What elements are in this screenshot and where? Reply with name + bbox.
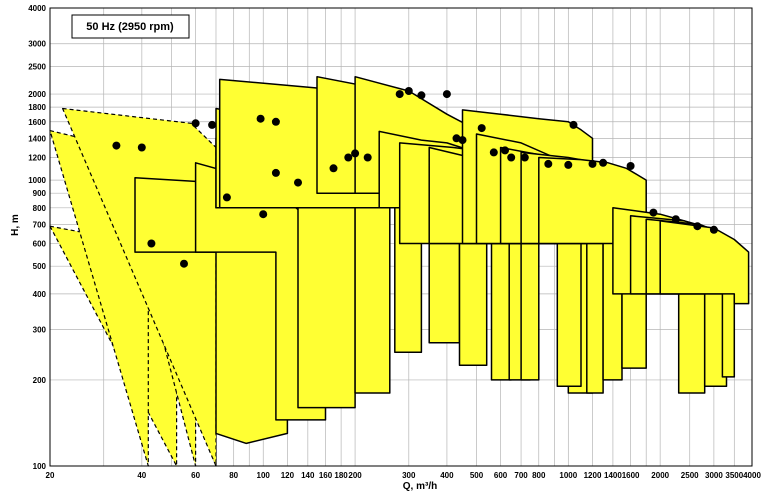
x-tick-label: 800 bbox=[532, 471, 546, 480]
title-box bbox=[71, 14, 190, 39]
marker-point-2 bbox=[180, 259, 188, 268]
marker-point-1 bbox=[147, 239, 156, 248]
y-tick-label: 3000 bbox=[28, 40, 46, 49]
y-tick-label: 1600 bbox=[28, 118, 46, 127]
x-tick-label: 20 bbox=[46, 471, 55, 480]
x-tick-label: 300 bbox=[402, 471, 416, 480]
chart-title: 50 Hz (2950 rpm) bbox=[86, 21, 174, 33]
marker-point-37 bbox=[709, 225, 718, 234]
marker-point-26 bbox=[507, 153, 516, 162]
marker-point-25 bbox=[501, 146, 509, 155]
y-tick-label: 2000 bbox=[28, 90, 46, 99]
marker-point-20 bbox=[442, 90, 451, 99]
x-tick-label: 400 bbox=[440, 471, 454, 480]
x-tick-label: 4000 bbox=[743, 471, 761, 480]
x-tick-label: 1200 bbox=[584, 471, 602, 480]
marker-point-23 bbox=[477, 124, 486, 133]
y-tick-label: 2500 bbox=[28, 62, 46, 71]
marker-point-5 bbox=[191, 119, 200, 128]
x-tick-label: 200 bbox=[348, 471, 362, 480]
plot-frame bbox=[49, 7, 753, 467]
y-tick-label: 1200 bbox=[28, 154, 46, 163]
y-tick-label: 600 bbox=[33, 240, 47, 249]
marker-point-16 bbox=[363, 153, 372, 162]
x-tick-label: 600 bbox=[494, 471, 508, 480]
x-axis-label: Q, m³/h bbox=[403, 481, 437, 492]
x-tick-label: 1000 bbox=[559, 471, 577, 480]
y-tick-label: 900 bbox=[33, 189, 47, 198]
x-tick-label: 2000 bbox=[651, 471, 669, 480]
marker-point-13 bbox=[329, 164, 338, 173]
x-tick-label: 80 bbox=[229, 471, 238, 480]
marker-point-12 bbox=[271, 117, 280, 126]
x-tick-label: 3500 bbox=[725, 471, 743, 480]
y-tick-label: 700 bbox=[33, 220, 47, 229]
x-tick-label: 160 bbox=[319, 471, 333, 480]
marker-point-36 bbox=[693, 222, 702, 231]
marker-point-30 bbox=[569, 120, 578, 129]
marker-point-4 bbox=[137, 143, 146, 152]
x-tick-label: 1600 bbox=[622, 471, 640, 480]
marker-point-8 bbox=[259, 210, 268, 219]
x-tick-label: 140 bbox=[301, 471, 315, 480]
marker-point-33 bbox=[626, 162, 635, 170]
x-tick-label: 180 bbox=[334, 471, 348, 480]
y-tick-label: 1800 bbox=[28, 103, 46, 112]
x-tick-label: 2500 bbox=[681, 471, 699, 480]
marker-point-31 bbox=[588, 159, 597, 168]
y-tick-label: 300 bbox=[33, 326, 47, 335]
marker-point-28 bbox=[544, 159, 553, 168]
x-tick-label: 500 bbox=[470, 471, 484, 480]
y-axis-tick-labels: 100 200 300 400 500 600 700 800 900 1000 1200 1400 1… bbox=[28, 4, 46, 471]
y-tick-label: 1000 bbox=[28, 176, 46, 185]
x-tick-label: 60 bbox=[191, 471, 200, 480]
x-tick-label: 700 bbox=[514, 471, 528, 480]
x-axis-tick-labels: 20 40 60 80 100 120 140 160 180 200 300 400 500 600 70… bbox=[46, 471, 762, 480]
operating-point-markers bbox=[112, 87, 718, 268]
marker-point-27 bbox=[520, 153, 529, 162]
marker-point-17 bbox=[395, 90, 404, 99]
marker-point-24 bbox=[489, 148, 498, 157]
marker-point-22 bbox=[458, 136, 467, 145]
marker-point-9 bbox=[271, 168, 280, 177]
y-tick-label: 1400 bbox=[28, 134, 46, 143]
y-tick-label: 800 bbox=[33, 204, 47, 213]
marker-point-19 bbox=[417, 91, 426, 100]
marker-point-11 bbox=[256, 114, 265, 123]
y-tick-label: 500 bbox=[33, 262, 47, 271]
x-tick-label: 120 bbox=[281, 471, 295, 480]
marker-point-35 bbox=[671, 215, 680, 224]
x-tick-label: 3000 bbox=[705, 471, 723, 480]
series-area-24 bbox=[659, 220, 750, 305]
marker-point-15 bbox=[344, 153, 353, 162]
x-tick-label: 40 bbox=[137, 471, 146, 480]
x-tick-label: 100 bbox=[257, 471, 271, 480]
y-tick-label: 4000 bbox=[28, 4, 46, 13]
marker-point-14 bbox=[351, 149, 360, 158]
series-areas bbox=[49, 75, 750, 467]
marker-point-34 bbox=[649, 208, 658, 217]
y-tick-label: 200 bbox=[33, 376, 47, 385]
y-tick-label: 100 bbox=[33, 462, 47, 471]
marker-point-7 bbox=[222, 193, 231, 202]
marker-point-3 bbox=[112, 141, 121, 150]
marker-point-21 bbox=[452, 134, 461, 143]
y-axis-label: H, m bbox=[10, 214, 21, 236]
y-tick-label: 400 bbox=[33, 290, 47, 299]
x-tick-label: 1400 bbox=[604, 471, 622, 480]
marker-point-6 bbox=[208, 120, 217, 129]
marker-point-29 bbox=[564, 160, 573, 169]
marker-point-32 bbox=[599, 158, 608, 167]
marker-point-18 bbox=[404, 87, 413, 95]
marker-point-10 bbox=[294, 178, 302, 187]
